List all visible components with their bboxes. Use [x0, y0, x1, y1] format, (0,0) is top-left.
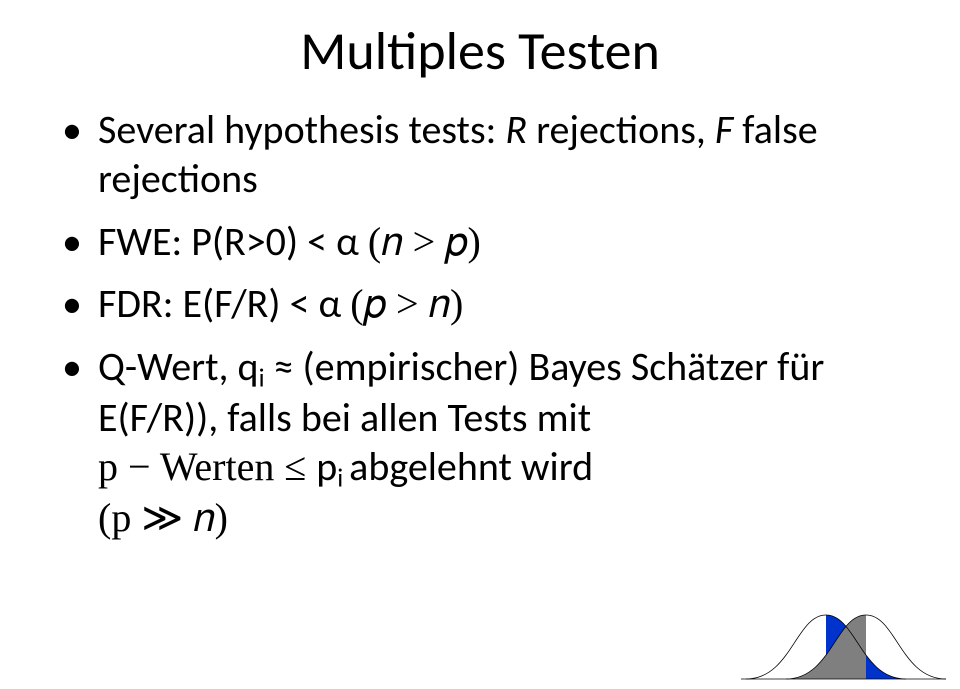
b4-text-c: p − Werten ≤	[98, 444, 316, 489]
b4-text-f: (p ≫ 𝑛)	[98, 495, 228, 540]
b2-math: (𝑛 > 𝑝)	[368, 219, 481, 264]
b4-text-d: p	[316, 442, 337, 491]
bullet-4: Q-Wert, qi ≈ (empirischer) Bayes Schätze…	[60, 343, 900, 543]
b1-R: R	[505, 105, 527, 154]
bullet-2: FWE: P(R>0) < α (𝑛 > 𝑝)	[60, 218, 900, 267]
b1-F: F	[715, 105, 733, 154]
bullet-1: Several hypothesis tests: R rejections, …	[60, 106, 900, 204]
b4-text-a: Q-Wert, q	[98, 342, 259, 391]
slide-title: Multiples Testen	[60, 18, 900, 84]
b1-text-a: Several hypothesis tests:	[98, 105, 505, 154]
b4-sub-i2: i	[337, 462, 349, 494]
bullet-3: FDR: E(F/R) < α (𝑝 > 𝑛)	[60, 280, 900, 329]
b3-text-a: FDR: E(F/R) < α	[98, 279, 350, 328]
bullet-list: Several hypothesis tests: R rejections, …	[60, 106, 900, 543]
b2-text-a: FWE: P(R>0) < α	[98, 217, 368, 266]
b1-text-b: rejections,	[527, 105, 715, 154]
b3-math: (𝑝 > 𝑛)	[350, 281, 463, 326]
distribution-curves-icon	[736, 609, 946, 689]
b4-text-e: abgelehnt wird	[349, 442, 593, 491]
